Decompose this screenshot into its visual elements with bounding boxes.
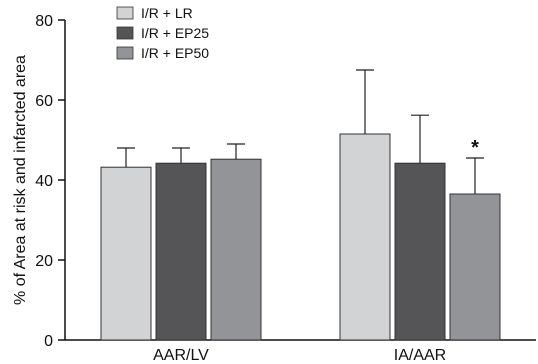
legend-swatch: [116, 26, 134, 40]
x-category-label: IA/AAR: [394, 347, 446, 364]
bar: [449, 193, 501, 341]
legend-label: I/R + LR: [141, 5, 193, 21]
legend-swatch: [116, 6, 134, 20]
legend-label: I/R + EP50: [141, 45, 209, 61]
y-axis-label: % of Area at risk and infarcted area: [12, 55, 29, 305]
legend-label: I/R + EP25: [141, 25, 209, 41]
bars: [100, 133, 501, 341]
y-tick-label: 0: [44, 333, 53, 350]
y-tick-label: 40: [35, 173, 53, 190]
x-category-label: AAR/LV: [153, 347, 209, 364]
bar: [100, 166, 152, 341]
bar: [394, 162, 446, 341]
legend: I/R + LR I/R + EP25 I/R + EP50: [116, 5, 209, 61]
legend-swatch: [116, 46, 134, 60]
bar: [339, 133, 391, 341]
significance-marker: *: [471, 137, 479, 159]
y-tick-label: 60: [35, 93, 53, 110]
y-tick-label: 80: [35, 13, 53, 30]
error-bars: [117, 69, 484, 194]
y-tick-label: 20: [35, 253, 53, 270]
bar: [210, 158, 262, 341]
annotations: *: [471, 137, 479, 159]
bar: [155, 162, 207, 341]
